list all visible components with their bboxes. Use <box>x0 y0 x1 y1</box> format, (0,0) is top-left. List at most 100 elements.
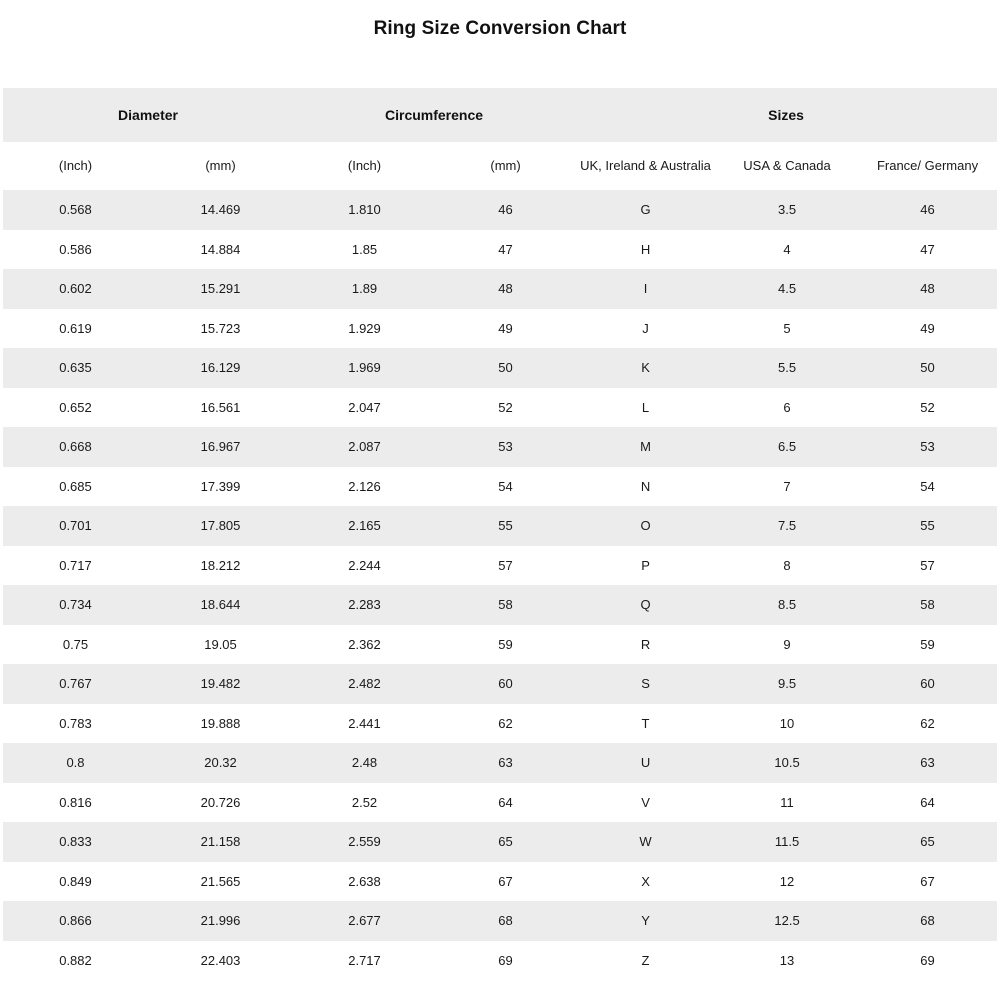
table-cell: 1.969 <box>348 360 381 376</box>
table-cell: K <box>641 360 650 376</box>
table-cell: 1.929 <box>348 320 381 336</box>
table-cell: 17.805 <box>200 518 241 534</box>
table-cell: 16.129 <box>200 360 241 376</box>
table-row: 0.685 17.399 2.126 54 N 7 54 <box>3 466 998 506</box>
table-cell: 64 <box>920 794 935 810</box>
table-cell: 12 <box>779 873 795 889</box>
table-cell: R <box>640 636 651 652</box>
table-cell: 4.5 <box>777 281 797 297</box>
table-cell: 2.441 <box>348 715 381 731</box>
table-cell: H <box>640 241 651 257</box>
table-cell: 1.89 <box>351 281 378 297</box>
table-cell: Z <box>641 952 650 968</box>
sub-header-row: (Inch) (mm) (Inch) (mm) UK, Ireland & Austra… <box>3 142 998 190</box>
table-cell: 2.559 <box>348 834 381 850</box>
table-cell: 15.291 <box>200 281 241 297</box>
table-cell: 63 <box>920 755 935 771</box>
table-row: 0.619 15.723 1.929 49 J 5 49 <box>3 308 998 348</box>
table-cell: 0.849 <box>59 873 92 889</box>
table-cell: 60 <box>920 676 935 692</box>
table-cell: 2.677 <box>348 913 381 929</box>
table-cell: 47 <box>920 241 935 257</box>
table-cell: 59 <box>920 636 935 652</box>
table-cell: 22.403 <box>200 952 241 968</box>
table-cell: 2.52 <box>351 794 378 810</box>
column-header-mm: (mm) <box>490 157 521 173</box>
table-cell: 0.767 <box>59 676 92 692</box>
table-cell: 11 <box>780 794 794 810</box>
table-cell: 57 <box>920 557 935 573</box>
table-cell: L <box>641 399 650 415</box>
column-header-inch: (Inch) <box>347 157 382 173</box>
table-row: 0.586 14.884 1.85 47 H 4 47 <box>3 229 998 269</box>
table-cell: M <box>640 439 651 455</box>
table-cell: 18.644 <box>200 597 241 613</box>
table-cell: 9.5 <box>777 676 797 692</box>
table-cell: 5.5 <box>777 360 797 376</box>
table-cell: P <box>641 557 650 573</box>
table-cell: 0.866 <box>59 913 92 929</box>
table-cell: 2.087 <box>348 439 381 455</box>
table-cell: 14.884 <box>200 241 241 257</box>
table-cell: 0.602 <box>59 281 92 297</box>
table-row: 0.75 19.05 2.362 59 R 9 59 <box>3 624 998 664</box>
table-cell: 14.469 <box>200 202 241 218</box>
table-cell: 46 <box>498 202 513 218</box>
table-cell: 0.685 <box>59 478 92 494</box>
table-cell: 21.565 <box>200 873 241 889</box>
table-cell: J <box>642 320 649 336</box>
table-cell: 0.619 <box>59 320 92 336</box>
table-cell: 16.967 <box>200 439 241 455</box>
table-cell: 0.833 <box>59 834 92 850</box>
table-cell: 0.568 <box>59 202 92 218</box>
table-cell: X <box>641 873 650 889</box>
table-cell: 17.399 <box>200 478 241 494</box>
table-row: 0.816 20.726 2.52 64 V 11 64 <box>3 782 998 822</box>
table-cell: 65 <box>920 834 935 850</box>
table-cell: 52 <box>920 399 935 415</box>
table-cell: 19.05 <box>204 636 237 652</box>
table-cell: 10 <box>779 715 795 731</box>
table-row: 0.717 18.212 2.244 57 P 8 57 <box>3 545 998 585</box>
table-row: 0.668 16.967 2.087 53 M 6.5 53 <box>3 427 998 467</box>
table-cell: 3.5 <box>777 202 797 218</box>
table-cell: S <box>641 676 650 692</box>
table-cell: 15.723 <box>200 320 241 336</box>
table-cell: 0.717 <box>59 557 92 573</box>
table-cell: 49 <box>920 320 935 336</box>
table-cell: 69 <box>920 952 935 968</box>
table-cell: T <box>641 715 650 731</box>
column-header-inch: (Inch) <box>58 157 93 173</box>
table-row: 0.602 15.291 1.89 48 I 4.5 48 <box>3 269 998 309</box>
table-cell: 19.482 <box>200 676 241 692</box>
table-cell: Q <box>640 597 651 613</box>
table-cell: N <box>640 478 651 494</box>
table-cell: 62 <box>920 715 935 731</box>
table-cell: 69 <box>498 952 513 968</box>
table-cell: 12.5 <box>774 913 800 929</box>
table-cell: 0.635 <box>59 360 92 376</box>
table-cell: 16.561 <box>200 399 241 415</box>
table-row: 0.652 16.561 2.047 52 L 6 52 <box>3 387 998 427</box>
table-cell: 55 <box>920 518 935 534</box>
table-cell: 57 <box>498 557 513 573</box>
table-cell: 58 <box>920 597 935 613</box>
column-header-uk-ireland-australia: UK, Ireland & Australia <box>580 157 711 173</box>
table-row: 0.568 14.469 1.810 46 G 3.5 46 <box>3 190 998 230</box>
table-cell: 0.586 <box>59 241 92 257</box>
table-cell: 67 <box>920 873 935 889</box>
table-cell: U <box>640 755 651 771</box>
table-cell: 2.283 <box>348 597 381 613</box>
table-cell: G <box>640 202 651 218</box>
table-cell: 2.244 <box>348 557 381 573</box>
table-row: 0.783 19.888 2.441 62 T 10 62 <box>3 703 998 743</box>
table-row: 0.833 21.158 2.559 65 W 11.5 65 <box>3 822 998 862</box>
table-cell: 21.158 <box>200 834 241 850</box>
column-header-france-germany: France/ Germany <box>876 157 979 173</box>
table-cell: 52 <box>498 399 513 415</box>
table-cell: 53 <box>920 439 935 455</box>
table-cell: I <box>643 281 648 297</box>
table-cell: 6.5 <box>777 439 797 455</box>
table-cell: 5 <box>783 320 791 336</box>
table-cell: 2.165 <box>348 518 381 534</box>
